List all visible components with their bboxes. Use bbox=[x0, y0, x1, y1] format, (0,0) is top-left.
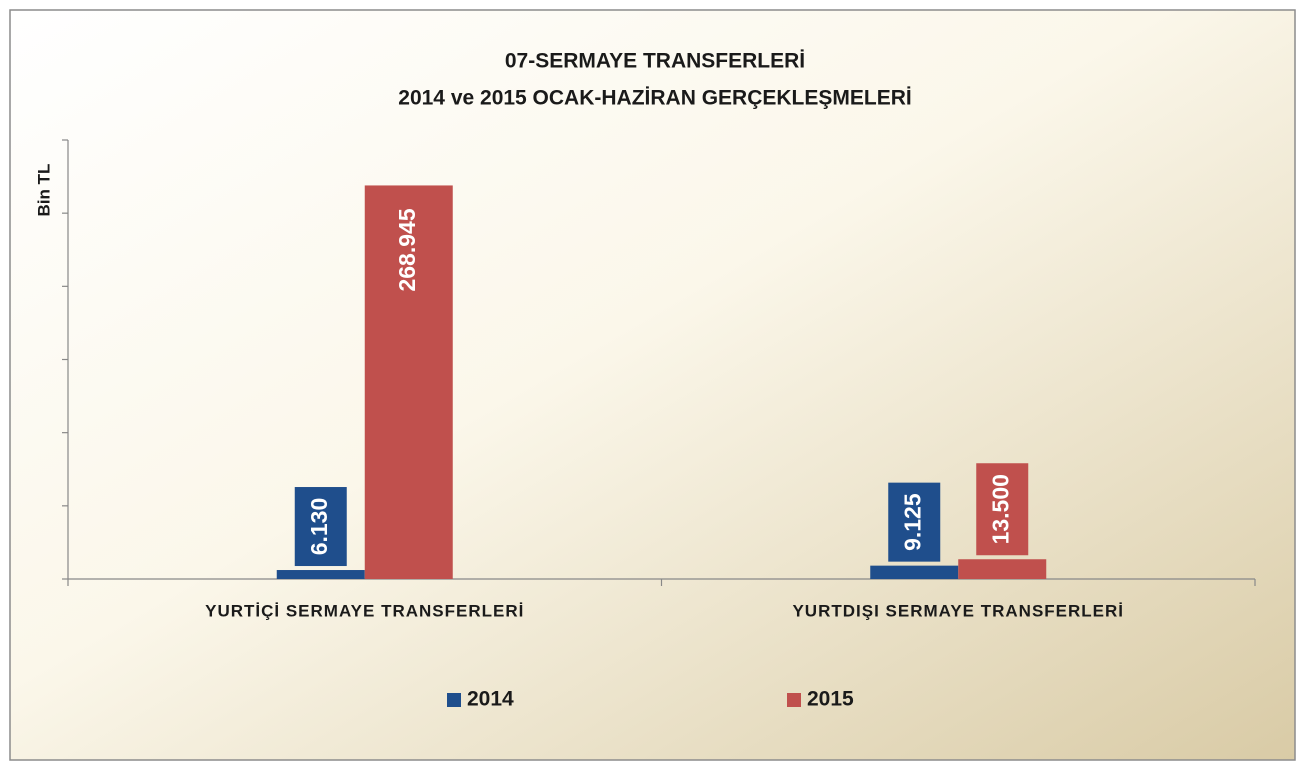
legend-label: 2015 bbox=[807, 688, 854, 711]
chart-subtitle: 2014 ve 2015 OCAK-HAZİRAN GERÇEKLEŞMELER… bbox=[398, 87, 911, 110]
value-label: 268.945 bbox=[394, 208, 420, 291]
bar bbox=[276, 570, 365, 579]
bar bbox=[958, 559, 1047, 579]
bar bbox=[870, 565, 959, 579]
value-label-box bbox=[976, 463, 1029, 556]
legend-swatch bbox=[447, 693, 461, 707]
legend-swatch bbox=[787, 693, 801, 707]
value-label-box bbox=[294, 487, 347, 567]
value-label: 9.125 bbox=[899, 493, 925, 551]
chart-frame bbox=[9, 9, 1296, 761]
x-tick-label: YURTDIŞI SERMAYE TRANSFERLERİ bbox=[792, 601, 1124, 620]
value-label: 13.500 bbox=[987, 474, 1013, 544]
value-label-box bbox=[888, 482, 941, 562]
y-axis-label: Bin TL bbox=[34, 164, 53, 217]
bar bbox=[364, 185, 453, 579]
chart-title: 07-SERMAYE TRANSFERLERİ bbox=[505, 50, 805, 73]
legend-label: 2014 bbox=[467, 688, 514, 711]
value-label: 6.130 bbox=[306, 498, 332, 556]
x-tick-label: YURTİÇİ SERMAYE TRANSFERLERİ bbox=[205, 601, 524, 620]
